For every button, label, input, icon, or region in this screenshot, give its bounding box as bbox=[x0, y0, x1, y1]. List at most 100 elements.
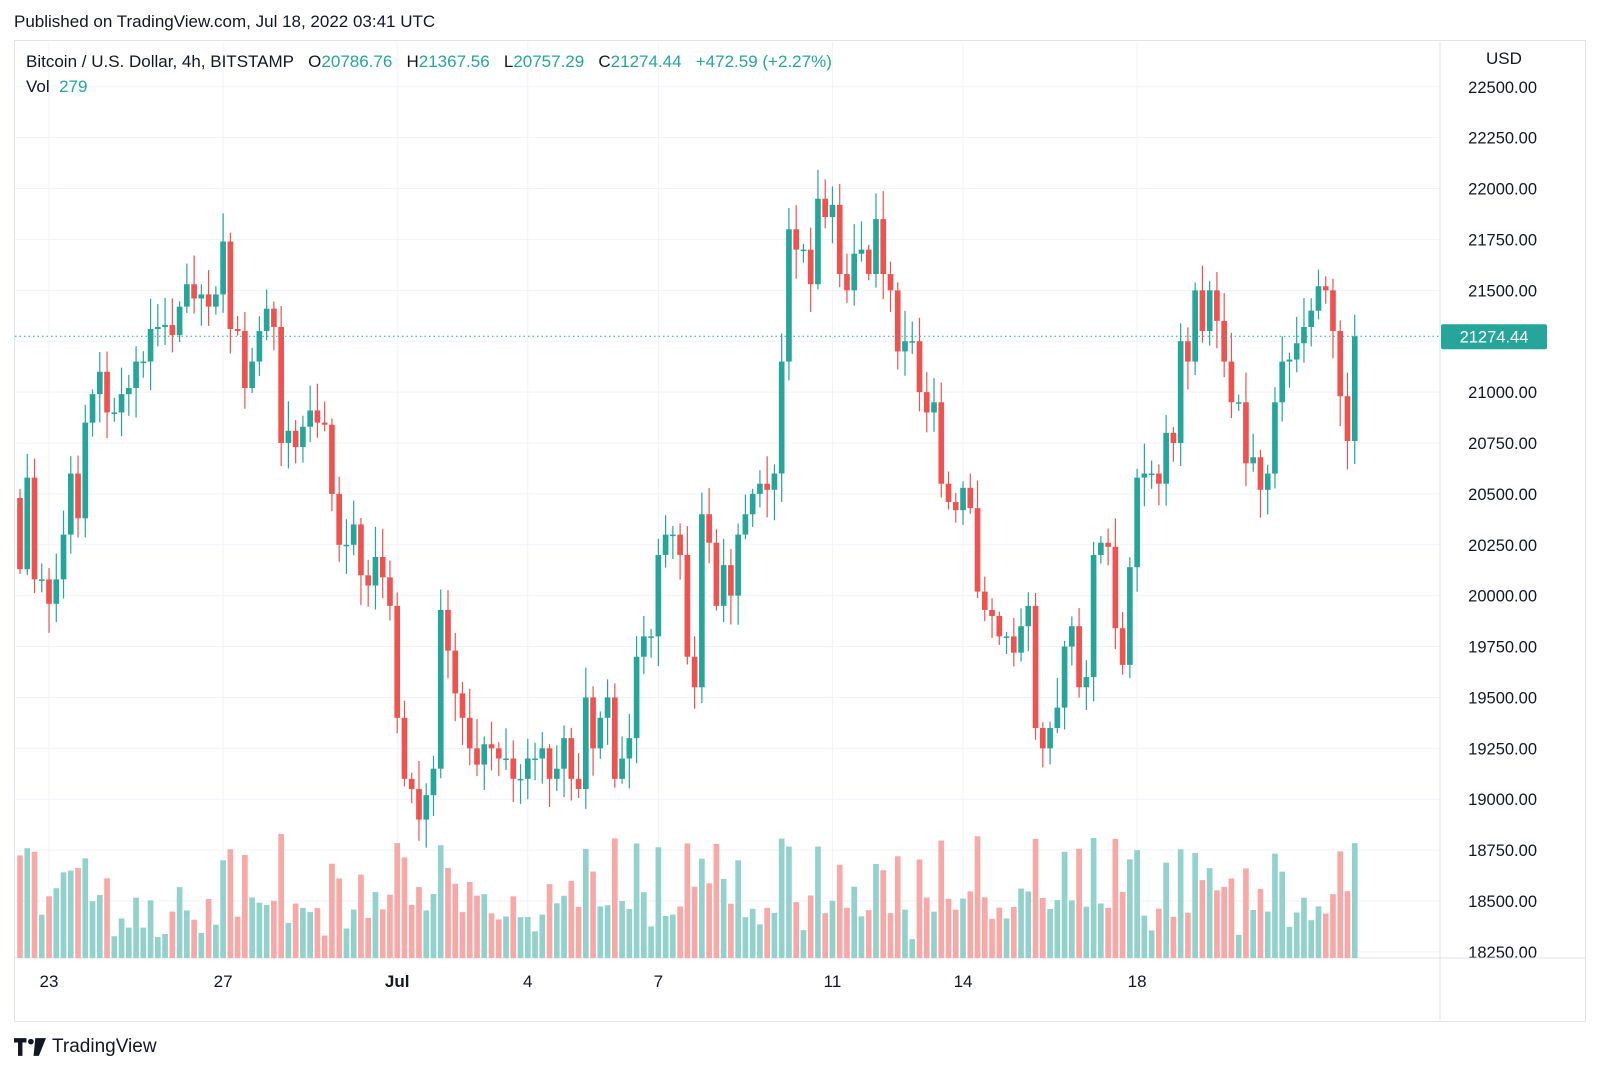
volume-bar bbox=[1199, 880, 1206, 958]
volume-bar bbox=[1315, 906, 1322, 958]
volume-bar bbox=[205, 899, 212, 958]
volume-bar bbox=[300, 907, 306, 958]
candle-body bbox=[242, 331, 248, 389]
candle-body bbox=[981, 591, 988, 610]
close-value: 21274.44 bbox=[610, 52, 682, 71]
candle-body bbox=[807, 249, 814, 285]
candle-body bbox=[125, 388, 132, 395]
candle-body bbox=[169, 324, 176, 336]
price-tick-label: 22000.00 bbox=[1468, 181, 1537, 199]
candle-body bbox=[633, 656, 640, 739]
candle-body bbox=[488, 744, 495, 749]
volume-bar bbox=[271, 900, 277, 958]
candle-body bbox=[916, 341, 923, 393]
volume-bar bbox=[1039, 898, 1046, 958]
candle-body bbox=[1199, 290, 1206, 332]
volume-bar bbox=[1156, 908, 1162, 958]
date-tick-label: 23 bbox=[40, 972, 59, 991]
candle-body bbox=[408, 778, 415, 790]
candle-body bbox=[1069, 626, 1075, 647]
volume-bar bbox=[648, 926, 654, 958]
symbol-label[interactable]: Bitcoin / U.S. Dollar, 4h, BITSTAMP bbox=[26, 52, 294, 71]
high-label: H bbox=[406, 52, 419, 71]
volume-bar bbox=[82, 858, 89, 958]
candle-body bbox=[1090, 554, 1097, 678]
tradingview-footer[interactable]: TradingView bbox=[14, 1036, 157, 1058]
candle-body bbox=[996, 616, 1003, 637]
volume-bar bbox=[735, 860, 741, 958]
candle-body bbox=[1177, 341, 1184, 444]
volume-bar bbox=[807, 895, 814, 958]
candle-body bbox=[604, 697, 611, 718]
volume-bar bbox=[263, 904, 270, 958]
volume-bar bbox=[597, 906, 604, 958]
candle-body bbox=[82, 422, 89, 519]
volume-bar bbox=[198, 932, 205, 958]
price-tick-label: 21500.00 bbox=[1468, 282, 1537, 300]
volume-bar bbox=[503, 916, 509, 958]
candle-body bbox=[104, 371, 110, 413]
volume-bar bbox=[851, 886, 858, 958]
volume-bar bbox=[234, 916, 241, 958]
price-tick-label: 20250.00 bbox=[1468, 537, 1537, 555]
low-value: 20757.29 bbox=[513, 52, 585, 71]
volume-bar bbox=[96, 895, 103, 958]
candle-body bbox=[923, 392, 930, 413]
candle-body bbox=[1206, 290, 1213, 332]
volume-bar bbox=[365, 917, 372, 958]
volume-bar bbox=[321, 935, 328, 958]
candle-body bbox=[1228, 361, 1235, 403]
volume-bar bbox=[372, 892, 379, 958]
volume-bar bbox=[125, 927, 132, 958]
candle-body bbox=[162, 324, 168, 327]
volume-label[interactable]: Vol bbox=[26, 77, 50, 96]
volume-bar bbox=[314, 908, 321, 958]
candle-body bbox=[655, 554, 662, 637]
candle-body bbox=[524, 758, 531, 779]
price-tick-label: 19750.00 bbox=[1468, 639, 1537, 657]
volume-bar bbox=[938, 840, 945, 958]
candle-body bbox=[1148, 473, 1155, 476]
candle-body bbox=[474, 748, 480, 765]
last-price-badge bbox=[1441, 324, 1547, 350]
volume-bar bbox=[1301, 897, 1307, 958]
volume-bar bbox=[1170, 916, 1177, 958]
candle-body bbox=[60, 534, 67, 580]
candle-body bbox=[387, 577, 393, 606]
volume-bar bbox=[532, 931, 538, 958]
volume-bar bbox=[974, 836, 981, 958]
candle-body bbox=[1214, 290, 1220, 321]
volume-bar bbox=[147, 900, 154, 958]
volume-bar bbox=[459, 912, 466, 958]
volume-bar bbox=[981, 897, 988, 958]
candle-body bbox=[111, 412, 118, 414]
volume-bar bbox=[858, 916, 865, 958]
candle-body bbox=[329, 424, 335, 494]
ohlc-legend: Bitcoin / U.S. Dollar, 4h, BITSTAMP O207… bbox=[26, 52, 832, 72]
candle-body bbox=[1272, 402, 1278, 474]
candle-body bbox=[17, 497, 23, 570]
volume-bar bbox=[931, 911, 937, 958]
volume-bar bbox=[822, 913, 829, 958]
volume-bar bbox=[387, 894, 393, 958]
candle-body bbox=[1083, 677, 1090, 688]
volume-bar bbox=[1235, 934, 1242, 958]
candle-body bbox=[133, 361, 139, 389]
candle-body bbox=[902, 341, 908, 352]
candle-body bbox=[561, 738, 567, 769]
volume-bar bbox=[582, 848, 589, 958]
volume-bar bbox=[887, 913, 894, 958]
candle-body bbox=[742, 514, 749, 535]
candle-body bbox=[481, 744, 488, 765]
candle-body bbox=[539, 748, 546, 759]
volume-bar bbox=[1141, 915, 1148, 958]
candle-body bbox=[307, 410, 313, 427]
volume-bar bbox=[633, 843, 640, 958]
candle-body bbox=[336, 493, 343, 545]
candle-body bbox=[46, 579, 52, 604]
price-tick-label: 18250.00 bbox=[1468, 944, 1537, 962]
candle-body bbox=[1018, 626, 1024, 653]
price-tick-label: 20500.00 bbox=[1468, 486, 1537, 504]
candle-body bbox=[873, 219, 879, 275]
